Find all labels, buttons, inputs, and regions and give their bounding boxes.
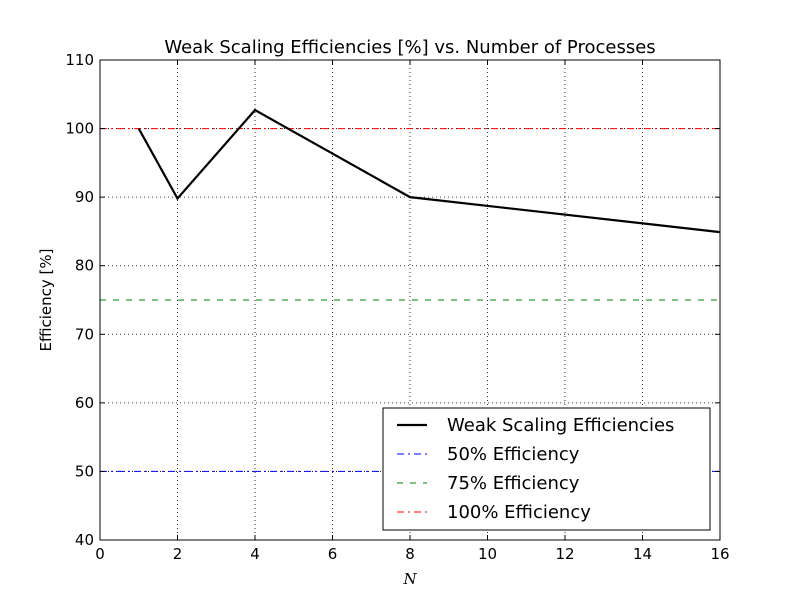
legend-label: 100% Efficiency (447, 502, 591, 523)
y-tick-label: 100 (65, 120, 94, 138)
y-tick-label: 70 (75, 325, 94, 343)
x-tick-label: 4 (250, 545, 260, 563)
x-tick-label: 0 (95, 545, 105, 563)
x-tick-label: 6 (328, 545, 338, 563)
x-tick-label: 2 (173, 545, 183, 563)
y-tick-label: 90 (75, 188, 94, 206)
y-tick-label: 50 (75, 462, 94, 480)
ticks: 0 2 4 6 8 10 12 14 16 40 50 60 70 80 90 100 110 (65, 51, 729, 563)
x-tick-label: 12 (555, 545, 574, 563)
legend-label: 50% Efficiency (447, 444, 580, 465)
series-line-weak-scaling (137, 108, 721, 234)
legend-frame (382, 407, 711, 531)
x-tick-label: 16 (710, 545, 729, 563)
series-layer (137, 108, 721, 234)
legend-label: 75% Efficiency (447, 473, 580, 494)
y-tick-label: 60 (75, 394, 94, 412)
x-axis-label: N (402, 570, 417, 588)
y-axis-label: Efficiency [%] (37, 249, 55, 352)
x-tick-label: 8 (405, 545, 415, 563)
legend: Weak Scaling Efficiencies 50% Efficiency 7… (382, 407, 711, 531)
legend-label: Weak Scaling Efficiencies (447, 415, 674, 436)
chart-title: Weak Scaling Efficiencies [%] vs. Number… (164, 37, 655, 58)
y-tick-label: 40 (75, 531, 94, 549)
x-tick-label: 14 (633, 545, 652, 563)
x-tick-label: 10 (478, 545, 497, 563)
y-tick-label: 110 (65, 51, 94, 69)
y-tick-label: 80 (75, 257, 94, 275)
